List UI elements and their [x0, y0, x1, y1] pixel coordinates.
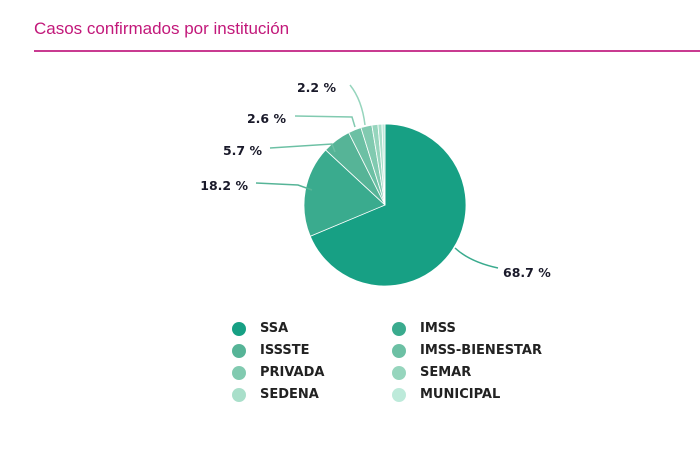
legend-item: SSA	[232, 320, 392, 337]
legend-item: MUNICIPAL	[392, 386, 562, 403]
legend-label: SEMAR	[420, 365, 472, 380]
legend-swatch-icon	[232, 387, 246, 402]
legend-swatch-icon	[232, 321, 246, 336]
leader-line	[349, 84, 366, 126]
data-label: 68.7 %	[503, 265, 551, 280]
legend-item: IMSS-BIENESTAR	[392, 342, 562, 359]
data-label: 18.2 %	[200, 178, 248, 193]
pie-slice-imss	[303, 149, 386, 237]
legend-item: SEDENA	[232, 386, 392, 403]
legend-item: ISSSTE	[232, 342, 392, 359]
leader-line	[269, 143, 336, 153]
legend-label: PRIVADA	[260, 365, 325, 380]
legend-item: PRIVADA	[232, 364, 392, 381]
legend-item: IMSS	[392, 320, 562, 337]
legend-label: IMSS	[420, 321, 456, 336]
legend-label: MUNICIPAL	[420, 387, 501, 402]
leader-line	[294, 115, 356, 128]
leader-line	[255, 182, 313, 191]
legend-swatch-icon	[232, 343, 246, 358]
legend-swatch-icon	[392, 321, 406, 336]
pie-slice-municipal	[381, 123, 386, 206]
legend-label: SEDENA	[260, 387, 319, 402]
chart-title: Casos confirmados por institución	[34, 19, 290, 38]
leader-line	[454, 247, 499, 269]
legend-swatch-icon	[232, 365, 246, 380]
legend-label: IMSS-BIENESTAR	[420, 343, 542, 358]
legend-swatch-icon	[392, 343, 406, 358]
data-label: 2.6 %	[247, 111, 286, 126]
data-label: 2.2 %	[297, 80, 336, 95]
legend-swatch-icon	[392, 387, 406, 402]
pie-slice-ssa	[309, 123, 467, 287]
legend-item: SEMAR	[392, 364, 562, 381]
legend-swatch-icon	[392, 365, 406, 380]
legend: SSA IMSS ISSSTE IMSS-BIENESTAR PRIVADA SEMAR S…	[232, 320, 562, 403]
data-label: 5.7 %	[223, 143, 262, 158]
legend-label: ISSSTE	[260, 343, 310, 358]
title-divider	[34, 50, 700, 52]
legend-label: SSA	[260, 321, 289, 336]
